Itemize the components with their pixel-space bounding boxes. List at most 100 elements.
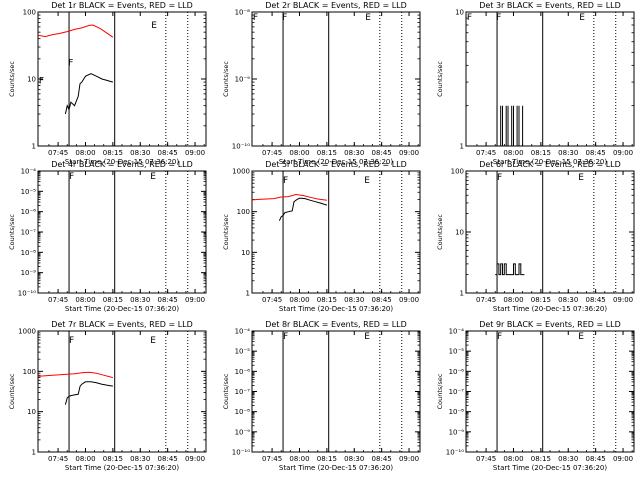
x-tick-label: 08:30 [558,296,578,304]
x-tick-label: 08:00 [503,296,523,304]
x-tick-label: 08:30 [344,296,364,304]
x-tick-label: 08:30 [344,149,364,157]
x-tick-label: 07:45 [476,455,496,463]
y-axis-label: Counts/sec [222,214,230,250]
y-axis-label: Counts/sec [436,214,444,250]
y-tick-label: 10⁻⁷ [235,388,251,396]
y-tick-label: 100 [451,168,464,176]
y-tick-label: 10⁻⁷ [21,229,37,237]
series-line-lld [251,193,327,201]
flag-marker-f: F [497,332,502,342]
plot-frame [465,330,635,453]
x-axis-label: Start Time (20-Dec-15 07:36:20) [493,305,607,313]
chart-panel-7: Det 7r BLACK = Events, RED = LLD 1 10 100 10… [8,320,207,472]
y-tick-label: 10⁻⁶ [235,368,251,376]
x-tick-label: 08:00 [289,455,309,463]
x-tick-label: 07:45 [476,149,496,157]
flag-marker-f: F [253,13,258,23]
y-tick-label: 10⁻⁸ [235,9,251,17]
y-tick-label: 10⁻⁵ [235,348,251,356]
y-axis-label: Counts/sec [8,214,16,250]
x-axis-label: Start Time (20-Dec-15 07:36:20) [65,158,179,166]
chart-title: Det 6r BLACK = Events, RED = LLD [479,160,621,169]
x-axis-label: Start Time (20-Dec-15 07:36:20) [279,305,393,313]
x-axis-label: Start Time (20-Dec-15 07:36:20) [279,158,393,166]
chart-title: Det 9r BLACK = Events, RED = LLD [479,320,621,329]
x-tick-label: 08:15 [103,296,123,304]
x-tick-label: 08:00 [289,296,309,304]
chart-panel-8: Det 8r BLACK = Events, RED = LLD 10⁻¹⁰ 10⁻… [222,320,421,472]
flag-marker-f: F [283,176,288,186]
x-tick-label: 08:45 [586,455,606,463]
x-tick-label: 08:00 [75,455,95,463]
y-tick-label: 10 [455,9,464,17]
chart-title: Det 7r BLACK = Events, RED = LLD [51,320,193,329]
x-tick-label: 08:15 [531,455,551,463]
chart-panel-1: Det 1r BLACK = Events, RED = LLD 1 10 100 07… [8,1,207,166]
flag-marker-f: F [467,13,472,23]
y-tick-label: 10⁻⁸ [449,408,465,416]
x-tick-label: 08:45 [372,296,392,304]
x-tick-label: 08:30 [344,455,364,463]
y-tick-label: 10⁻⁹ [21,269,37,277]
x-tick-label: 08:15 [317,149,337,157]
y-axis-label: Counts/sec [436,373,444,409]
x-tick-label: 08:30 [130,149,150,157]
series-line-lld [37,24,114,38]
chart-title: Det 8r BLACK = Events, RED = LLD [265,320,407,329]
x-tick-label: 08:45 [586,149,606,157]
y-tick-label: 1 [32,143,36,151]
x-tick-label: 08:45 [372,149,392,157]
x-tick-label: 08:15 [103,149,123,157]
x-axis-label: Start Time (20-Dec-15 07:36:20) [65,464,179,472]
flag-marker-e: E [151,21,157,31]
x-axis-label: Start Time (20-Dec-15 07:36:20) [279,464,393,472]
y-tick-label: 1 [460,290,464,298]
x-tick-label: 08:45 [372,455,392,463]
x-tick-label: 09:00 [613,296,633,304]
x-tick-label: 08:15 [317,296,337,304]
x-tick-label: 08:30 [130,296,150,304]
y-tick-label: 100 [23,9,36,17]
x-tick-label: 09:00 [399,296,419,304]
x-tick-label: 08:00 [75,296,95,304]
y-tick-label: 10⁻¹⁰ [232,143,250,151]
y-axis-label: Counts/sec [8,61,16,97]
flag-marker-f: F [496,13,501,23]
y-axis-label: Counts/sec [222,61,230,97]
flag-marker-f: F [39,76,44,86]
plot-frame [37,170,207,294]
y-tick-label: 10⁻⁶ [449,368,465,376]
chart-panel-5: Det 5r BLACK = Events, RED = LLD 1 10 100 10… [222,160,421,313]
x-tick-label: 08:30 [130,455,150,463]
y-tick-label: 10⁻⁴ [449,328,465,336]
series-line-events [496,105,524,146]
x-tick-label: 09:00 [613,455,633,463]
x-tick-label: 08:30 [558,455,578,463]
y-tick-label: 1 [32,449,36,457]
flag-marker-f: F [497,173,502,183]
chart-title: Det 4r BLACK = Events, RED = LLD [51,160,193,169]
x-tick-label: 08:15 [103,455,123,463]
flag-marker-f: F [283,332,288,342]
x-axis-label: Start Time (20-Dec-15 07:36:20) [65,305,179,313]
chart-title: Det 3r BLACK = Events, RED = LLD [479,1,621,10]
series-line-events [64,73,114,115]
y-tick-label: 10⁻¹⁰ [446,449,464,457]
y-tick-label: 10⁻⁹ [449,428,465,436]
x-tick-label: 08:45 [586,296,606,304]
chart-panel-3: Det 3r BLACK = Events, RED = LLD 1 10 07:45… [436,1,635,166]
x-tick-label: 09:00 [185,455,205,463]
chart-panel-2: Det 2r BLACK = Events, RED = LLD 10⁻¹⁰ 10⁻… [222,1,421,166]
x-tick-label: 08:00 [503,149,523,157]
chart-title: Det 2r BLACK = Events, RED = LLD [265,1,407,10]
x-tick-label: 07:45 [48,455,68,463]
flag-marker-f: F [282,13,287,23]
flag-marker-f: F [69,172,74,182]
plot-frame [465,11,635,147]
x-tick-label: 08:15 [317,455,337,463]
y-tick-label: 1000 [232,168,250,176]
y-axis-label: Counts/sec [436,61,444,97]
x-tick-label: 07:45 [48,296,68,304]
